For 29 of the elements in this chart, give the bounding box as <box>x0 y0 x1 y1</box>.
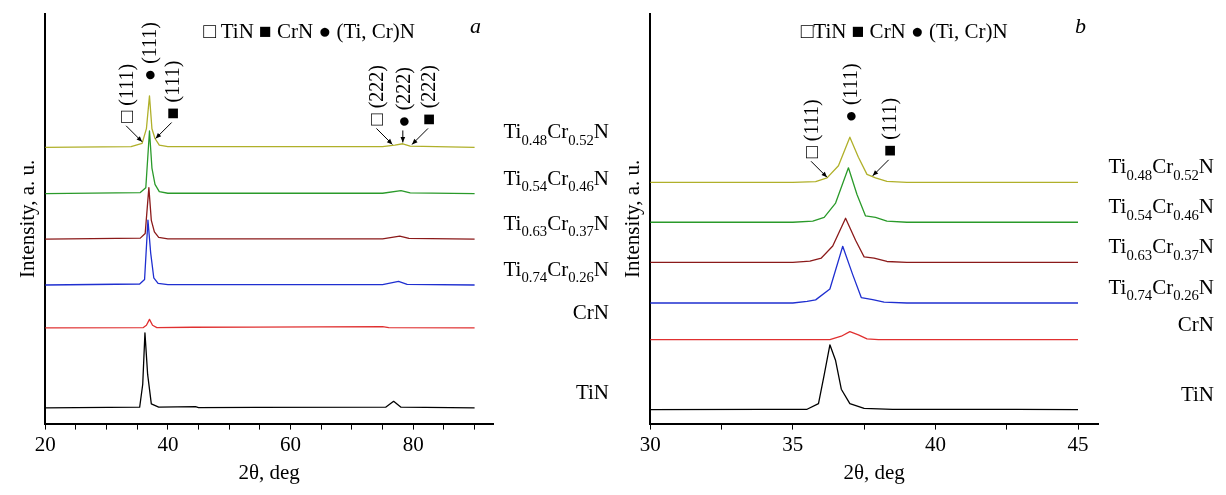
x-tick-label: 45 <box>1067 431 1089 456</box>
text: a <box>470 12 481 38</box>
text: TiN <box>575 379 609 404</box>
annotation: □ (111) <box>115 63 139 123</box>
annotation: ● (111) <box>838 63 862 123</box>
x-tick-label: 40 <box>924 431 946 456</box>
x-tick-label: 60 <box>280 431 302 456</box>
y-axis-title: Intensity, a. u. <box>15 159 40 278</box>
text: CrN <box>1177 311 1215 336</box>
y-axis-title: Intensity, a. u. <box>620 159 645 278</box>
text: □ TiN ■ CrN ● (Ti, Cr)N <box>203 19 415 44</box>
x-axis-title: 2θ, deg <box>843 459 906 484</box>
text: TiN <box>1180 381 1214 406</box>
text: □TiN ■ CrN ● (Ti, Cr)N <box>800 19 1008 44</box>
x-axis-title: 2θ, deg <box>238 459 301 484</box>
annotation: ■ (111) <box>160 60 184 120</box>
annotation: □ (222) <box>365 65 389 126</box>
x-tick-label: 40 <box>157 431 179 456</box>
x-tick-label: 80 <box>402 431 424 456</box>
text: b <box>1075 12 1086 38</box>
x-tick-label: 30 <box>639 431 661 456</box>
annotation: ■ (222) <box>417 65 441 126</box>
annotation: □ (111) <box>800 99 824 159</box>
x-tick-label: 20 <box>34 431 56 456</box>
annotation: ● (222) <box>391 67 415 128</box>
x-tick-label: 35 <box>782 431 804 456</box>
annotation: ● (111) <box>138 22 162 81</box>
annotation: ■ (111) <box>877 97 901 157</box>
text: CrN <box>572 299 610 324</box>
